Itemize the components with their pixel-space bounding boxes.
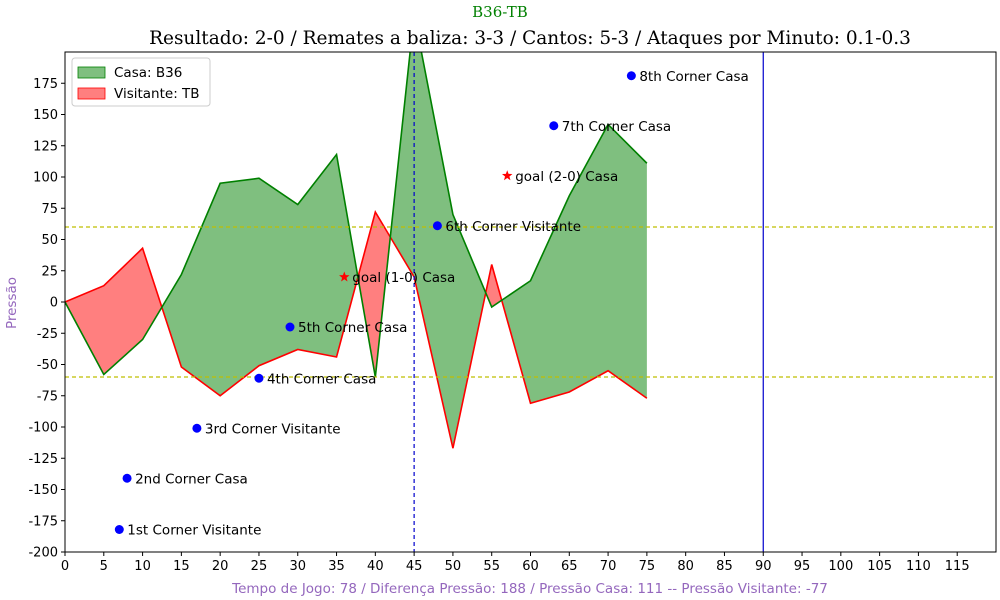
- y-tick-label: -150: [28, 483, 58, 498]
- x-tick-label: 35: [328, 559, 345, 574]
- axes: 0 5 10 15 20 25 30 35 40 45 50 55 60 65 70 75 80 85 90 95 10…: [28, 51, 997, 574]
- y-tick-label: -75: [37, 389, 58, 404]
- x-tick-label: 90: [755, 559, 772, 574]
- event-label-1: 2nd Corner Casa: [135, 471, 248, 487]
- y-tick-label: 75: [41, 202, 58, 217]
- x-tick-label: 5: [100, 559, 108, 574]
- y-axis-label: Pressão: [4, 277, 20, 329]
- plot-area: [65, 52, 996, 552]
- y-tick-label: -50: [37, 358, 58, 373]
- x-tick-label: 40: [367, 559, 384, 574]
- event-label-7: goal (2-0) Casa: [515, 169, 618, 185]
- x-tick-label: 85: [716, 559, 733, 574]
- x-tick-label: 50: [445, 559, 462, 574]
- legend-box: [71, 57, 211, 107]
- x-tick-label: 25: [251, 559, 268, 574]
- event-label-6: 6th Corner Visitante: [445, 219, 581, 235]
- x-tick-label: 30: [289, 559, 306, 574]
- event-label-0: 1st Corner Visitante: [127, 523, 261, 539]
- chart-suptitle: B36-TB: [472, 3, 528, 21]
- corner-marker-6: [432, 221, 442, 231]
- corner-marker-3: [254, 373, 264, 383]
- away-pressure-area-0: [65, 248, 162, 375]
- home-pressure-area-3: [501, 124, 647, 404]
- y-tick-label: -175: [28, 514, 58, 529]
- event-label-2: 3rd Corner Visitante: [205, 421, 341, 437]
- x-tick-label: 100: [828, 559, 853, 574]
- corner-marker-9: [626, 71, 636, 81]
- y-tick-label: -100: [28, 421, 58, 436]
- legend-label-0: Casa: B36: [114, 65, 182, 81]
- y-tick-label: 150: [33, 108, 58, 123]
- y-tick-label: -200: [28, 546, 58, 561]
- y-tick-label: 50: [41, 233, 58, 248]
- corner-marker-4: [285, 322, 295, 332]
- legend: Casa: B36 Visitante: TB: [71, 57, 211, 107]
- x-tick-label: 45: [406, 559, 423, 574]
- x-tick-label: 55: [483, 559, 500, 574]
- legend-label-1: Visitante: TB: [114, 86, 200, 102]
- corner-marker-0: [114, 525, 124, 534]
- legend-swatch-1: [77, 87, 106, 100]
- x-tick-label: 20: [212, 559, 229, 574]
- x-tick-label: 80: [677, 559, 694, 574]
- corner-marker-8: [549, 121, 559, 131]
- annotations: 1st Corner Visitante 2nd Corner Casa 3rd C…: [114, 69, 749, 539]
- event-label-9: 8th Corner Casa: [639, 69, 748, 85]
- corner-marker-2: [192, 423, 202, 433]
- home-pressure-area-1: [161, 154, 358, 396]
- y-tick-label: 125: [33, 139, 58, 154]
- x-tick-label: 60: [522, 559, 539, 574]
- y-tick-label: 0: [50, 296, 58, 311]
- corner-marker-1: [122, 473, 132, 483]
- legend-swatch-0: [77, 66, 106, 79]
- y-tick-label: 175: [33, 77, 58, 92]
- x-tick-label: 15: [173, 559, 190, 574]
- event-label-3: 4th Corner Casa: [267, 371, 376, 387]
- home-pressure-line: [65, 52, 648, 378]
- x-tick-label: 110: [906, 559, 931, 574]
- event-label-4: 5th Corner Casa: [298, 320, 407, 336]
- x-tick-label: 10: [134, 559, 151, 574]
- y-tick-label: 100: [33, 171, 58, 186]
- chart-title: Resultado: 2-0 / Remates a baliza: 3-3 /…: [149, 28, 911, 49]
- x-tick-label: 70: [600, 559, 617, 574]
- x-tick-label: 75: [639, 559, 656, 574]
- y-tick-label: 25: [41, 264, 58, 279]
- away-pressure-area-1: [357, 212, 391, 377]
- y-tick-label: -125: [28, 452, 58, 467]
- x-tick-label: 65: [561, 559, 578, 574]
- x-tick-label: 105: [867, 559, 892, 574]
- x-tick-label: 115: [945, 559, 970, 574]
- event-label-5: goal (1-0) Casa: [352, 270, 455, 286]
- goal-marker-7: [501, 170, 513, 181]
- y-tick-label: -25: [37, 327, 58, 342]
- goal-marker-5: [339, 271, 350, 282]
- x-tick-label: 0: [61, 559, 69, 574]
- event-label-8: 7th Corner Casa: [562, 119, 671, 135]
- x-axis-label: Tempo de Jogo: 78 / Diferença Pressão: 1…: [231, 581, 828, 597]
- x-tick-label: 95: [794, 559, 811, 574]
